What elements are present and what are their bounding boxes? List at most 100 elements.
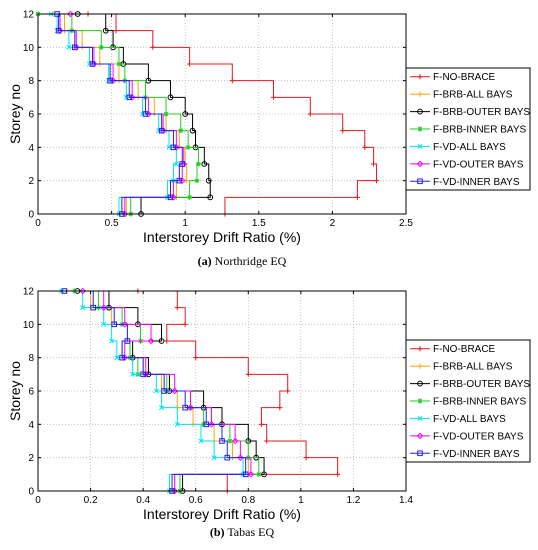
data-point [174, 305, 180, 311]
legend-entry: F-BRB-OUTER BAYS [410, 107, 530, 118]
legend-marker [417, 415, 423, 421]
legend-label: F-VD-ALL BAYS [433, 414, 506, 425]
data-point [123, 94, 129, 100]
data-point [178, 177, 186, 184]
legend-marker [417, 346, 423, 352]
x-tick-label: 0.4 [136, 495, 150, 506]
legend-label: F-BRB-OUTER BAYS [433, 379, 530, 390]
data-point [100, 304, 108, 311]
data-point [124, 338, 131, 344]
series-7 [61, 288, 249, 494]
data-point [247, 471, 255, 478]
data-point [195, 161, 202, 167]
data-point [194, 178, 200, 184]
data-point [121, 210, 129, 218]
data-point [185, 144, 191, 150]
data-point [145, 110, 152, 118]
series-line [57, 13, 183, 214]
data-point [145, 77, 152, 84]
data-point [72, 44, 78, 51]
data-point [128, 94, 136, 101]
data-point [66, 44, 72, 50]
legend-label: F-VD-OUTER BAYS [433, 159, 524, 170]
data-point [79, 287, 86, 295]
x-tick-label: 1.2 [346, 495, 360, 506]
legend-entry: F-NO-BRACE [410, 72, 496, 83]
data-point [166, 144, 172, 150]
data-point [229, 78, 235, 84]
data-point [340, 128, 346, 134]
y-tick-label: 10 [23, 43, 35, 54]
legend-marker [417, 143, 423, 149]
y-tick-label: 12 [23, 10, 35, 21]
chart-panel-1: 0 0.5 1 1.5 2 2.5 0 2 4 6 8 10 12 Interstorey Drift R… [7, 10, 531, 268]
data-point [167, 94, 174, 101]
data-point [207, 194, 214, 201]
data-point [174, 421, 180, 427]
data-point [158, 338, 165, 344]
data-point [170, 194, 177, 201]
legend-entry: F-BRB-ALL BAYS [410, 90, 513, 101]
data-point [203, 421, 210, 428]
y-axis-label: Storey no [7, 84, 23, 144]
data-point [130, 371, 136, 377]
data-point [205, 177, 212, 184]
data-point [107, 77, 113, 84]
data-point [354, 194, 361, 200]
y-tick-label: 4 [28, 143, 34, 154]
legend-label: F-BRB-OUTER BAYS [433, 107, 530, 118]
legend-entry: F-VD-ALL BAYS [410, 414, 506, 425]
data-point [161, 388, 167, 394]
data-point [187, 404, 194, 411]
legend-marker [416, 160, 424, 168]
x-tick-label: 1.4 [399, 495, 413, 506]
y-tick-label: 6 [28, 387, 34, 398]
series-line [64, 290, 247, 491]
figure-caption: (b) Tabas EQ [210, 525, 275, 539]
data-point [173, 144, 180, 151]
data-point [198, 438, 204, 444]
data-point [182, 404, 188, 411]
x-tick-label: 1.5 [252, 218, 266, 229]
data-point [109, 77, 117, 84]
y-tick-label: 0 [28, 487, 34, 498]
data-point [182, 321, 188, 327]
data-point [98, 44, 104, 50]
data-point [150, 44, 156, 50]
data-point [102, 27, 109, 34]
x-tick-label: 0 [35, 218, 41, 229]
figure-caption: (a) Northridge EQ [198, 254, 287, 268]
y-tick-label: 2 [28, 176, 34, 187]
legend-label: F-BRB-INNER BAYS [433, 125, 526, 136]
data-point [140, 371, 146, 378]
data-point [285, 388, 291, 394]
legend-entry: F-NO-BRACE [410, 344, 496, 355]
legend-label: F-VD-INNER BAYS [433, 177, 520, 188]
legend-entry: F-VD-OUTER BAYS [410, 431, 524, 442]
x-tick-label: 0.6 [189, 495, 203, 506]
data-point [242, 471, 249, 478]
data-point [139, 111, 146, 117]
legend-marker [417, 178, 423, 185]
y-axis-label: Storey no [7, 361, 23, 421]
legend-entry: F-BRB-ALL BAYS [410, 362, 513, 373]
data-point [170, 144, 177, 151]
data-point [158, 405, 165, 411]
data-point [224, 454, 231, 461]
x-tick-label: 0.5 [105, 218, 119, 229]
legend-entry: F-BRB-OUTER BAYS [410, 379, 530, 390]
x-tick-label: 1 [298, 495, 304, 506]
data-point [89, 61, 96, 67]
legend-marker [416, 432, 424, 440]
x-tick-label: 0 [35, 495, 41, 506]
legend-marker [417, 126, 423, 132]
legend-entry: F-BRB-INNER BAYS [410, 397, 526, 408]
legend-label: F-NO-BRACE [433, 72, 496, 83]
x-axis-label: Interstorey Drift Ratio (%) [143, 229, 301, 245]
data-point [173, 161, 179, 167]
legend-marker [417, 74, 423, 80]
legend-label: F-BRB-INNER BAYS [433, 397, 526, 408]
data-point [303, 455, 309, 461]
data-point [55, 27, 62, 34]
